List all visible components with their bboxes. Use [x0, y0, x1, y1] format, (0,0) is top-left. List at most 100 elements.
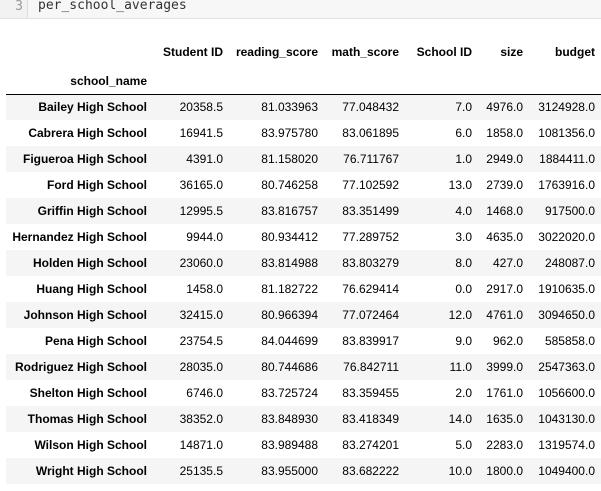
row-index-label: Pena High School [44, 334, 147, 348]
table-cell: 4761.0 [486, 308, 523, 322]
output-area: Student ID reading_score math_score Scho… [0, 18, 601, 491]
row-index-label: Wright High School [35, 464, 147, 478]
table-cell: 2547363.0 [538, 360, 595, 374]
table-row: Huang High School 1458.0 81.182722 76.62941… [6, 276, 601, 302]
column-header: reading_score [235, 45, 318, 59]
table-row: Pena High School 23754.5 84.044699 83.83991… [6, 328, 601, 354]
table-cell: 83.682222 [342, 464, 399, 478]
table-row: Holden High School 23060.0 83.814988 83.803… [6, 250, 601, 276]
table-cell: 2739.0 [486, 178, 523, 192]
index-name-header: school_name [70, 73, 147, 88]
column-header: Student ID [163, 45, 223, 59]
table-cell: 83.274201 [342, 438, 399, 452]
empty-header-cell [529, 68, 601, 94]
dataframe-table: Student ID reading_score math_score Scho… [6, 36, 601, 484]
table-cell: 14871.0 [179, 438, 223, 452]
table-cell: 83.955000 [261, 464, 318, 478]
table-cell: 81.033963 [261, 100, 318, 115]
table-cell: 3.0 [455, 230, 472, 244]
row-index-label: Rodriguez High School [15, 360, 147, 374]
table-cell: 83.989488 [261, 438, 318, 452]
table-cell: 1761.0 [486, 386, 523, 400]
table-body: Bailey High School 20358.5 81.033963 77.048… [6, 94, 601, 484]
table-cell: 23060.0 [179, 256, 223, 270]
empty-header-cell [229, 68, 324, 94]
table-cell: 84.044699 [261, 334, 318, 348]
table-cell: 28035.0 [179, 360, 223, 374]
table-cell: 1.0 [455, 152, 472, 166]
table-cell: 83.839917 [342, 334, 399, 348]
table-cell: 248087.0 [544, 256, 595, 270]
table-cell: 4976.0 [486, 100, 523, 115]
code-text[interactable]: per_school_averages [38, 0, 187, 13]
row-index-label: Holden High School [33, 256, 147, 270]
table-cell: 81.158020 [261, 152, 318, 166]
table-cell: 917500.0 [544, 204, 595, 218]
table-cell: 3094650.0 [538, 308, 595, 322]
table-cell: 76.629414 [342, 282, 399, 296]
table-cell: 427.0 [492, 256, 523, 270]
table-cell: 2917.0 [486, 282, 523, 296]
table-row: Rodriguez High School 28035.0 80.744686 76.… [6, 354, 601, 380]
row-index-label: Huang High School [36, 282, 147, 296]
table-cell: 80.966394 [261, 308, 318, 322]
table-cell: 80.744686 [261, 360, 318, 374]
table-cell: 83.814988 [261, 256, 318, 270]
table-cell: 12.0 [448, 308, 472, 322]
table-row: Shelton High School 6746.0 83.725724 83.359… [6, 380, 601, 406]
table-cell: 77.048432 [342, 100, 399, 115]
table-cell: 3999.0 [486, 360, 523, 374]
table-cell: 5.0 [455, 438, 472, 452]
table-row: Johnson High School 32415.0 80.966394 77.07… [6, 302, 601, 328]
row-index-label: Shelton High School [29, 386, 147, 400]
table-cell: 77.102592 [342, 178, 399, 192]
table-row: Bailey High School 20358.5 81.033963 77.048… [6, 94, 601, 120]
column-header: budget [555, 45, 595, 59]
row-index-label: Wilson High School [34, 438, 147, 452]
table-cell: 1468.0 [486, 204, 523, 218]
table-cell: 1884411.0 [539, 152, 595, 166]
table-cell: 83.803279 [342, 256, 399, 270]
table-row: Griffin High School 12995.5 83.816757 83.35… [6, 198, 601, 224]
table-cell: 2949.0 [486, 152, 523, 166]
table-cell: 1056600.0 [538, 386, 595, 400]
table-row: Figueroa High School 4391.0 81.158020 76.71… [6, 146, 601, 172]
table-cell: 4.0 [455, 204, 472, 218]
index-header-blank [6, 36, 153, 68]
table-cell: 8.0 [455, 256, 472, 270]
table-cell: 1858.0 [486, 126, 523, 140]
table-cell: 6.0 [455, 126, 472, 140]
table-cell: 1910635.0 [538, 282, 595, 296]
table-cell: 1458.0 [186, 282, 223, 296]
table-cell: 83.359455 [342, 386, 399, 400]
table-cell: 16941.5 [179, 126, 223, 140]
table-row: Wright High School 25135.5 83.955000 83.682… [6, 458, 601, 484]
table-cell: 81.182722 [261, 282, 318, 296]
code-cell[interactable]: 3 per_school_averages [0, 0, 601, 19]
table-cell: 7.0 [455, 100, 472, 115]
table-cell: 3022020.0 [538, 230, 595, 244]
table-cell: 1043130.0 [538, 412, 595, 426]
row-index-label: Hernandez High School [12, 230, 147, 244]
row-index-label: Cabrera High School [28, 126, 147, 140]
row-index-label: Bailey High School [38, 100, 147, 115]
table-cell: 36165.0 [179, 178, 223, 192]
table-cell: 77.072464 [342, 308, 399, 322]
table-cell: 14.0 [448, 412, 472, 426]
table-cell: 83.418349 [342, 412, 399, 426]
table-cell: 80.746258 [261, 178, 318, 192]
table-cell: 83.975780 [261, 126, 318, 140]
table-cell: 38352.0 [179, 412, 223, 426]
table-cell: 80.934412 [261, 230, 318, 244]
row-index-label: Ford High School [47, 178, 147, 192]
table-cell: 76.711767 [343, 152, 399, 166]
table-cell: 3124928.0 [538, 100, 595, 115]
table-cell: 83.061895 [342, 126, 399, 140]
row-index-label: Figueroa High School [22, 152, 147, 166]
table-cell: 1081356.0 [538, 126, 595, 140]
table-cell: 77.289752 [342, 230, 399, 244]
table-cell: 12995.5 [179, 204, 223, 218]
table-cell: 23754.5 [179, 334, 223, 348]
table-row: Thomas High School 38352.0 83.848930 83.418… [6, 406, 601, 432]
table-cell: 9944.0 [186, 230, 223, 244]
